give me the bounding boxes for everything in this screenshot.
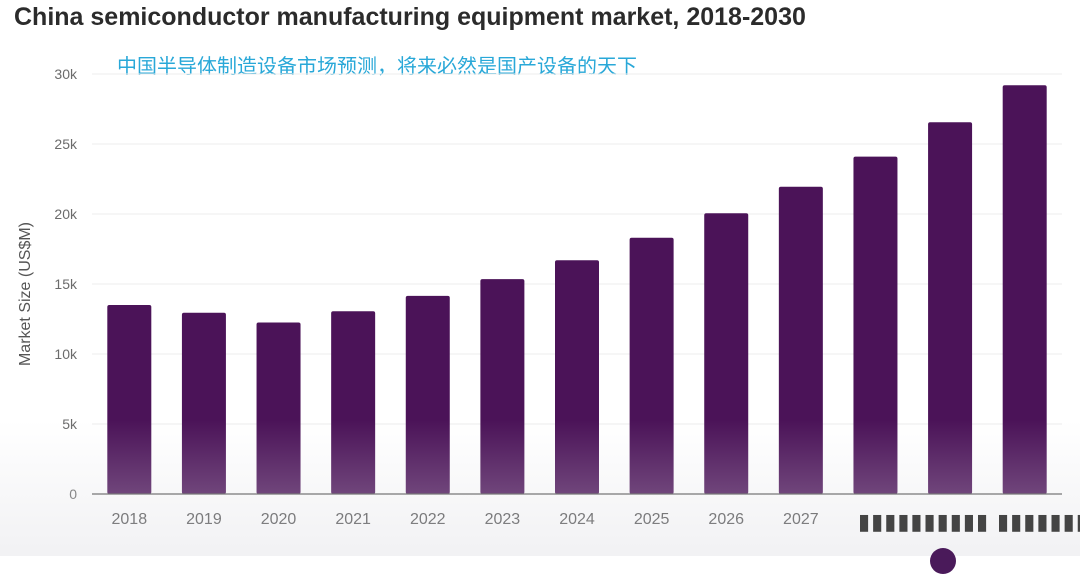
- bar-2022: [405, 295, 450, 494]
- y-tick-label: 0: [69, 486, 77, 502]
- x-tick-label: 2020: [261, 511, 297, 528]
- y-tick-label: 20k: [54, 206, 78, 222]
- bar-2028: [853, 156, 898, 494]
- bar-2024: [555, 260, 599, 494]
- x-tick-label: 2027: [783, 511, 819, 528]
- bar-2025: [629, 237, 674, 495]
- bar-2018: [107, 305, 152, 494]
- y-tick-label: 10k: [54, 346, 78, 362]
- y-tick-label: 5k: [62, 416, 78, 432]
- bar-2029: [928, 122, 973, 495]
- x-tick-label: 2024: [559, 511, 595, 528]
- y-tick-label: 30k: [54, 66, 78, 82]
- bar-2021: [331, 311, 376, 494]
- y-axis-ticks: 0 5k 10k 15k 20k 25k 30k: [54, 66, 78, 502]
- x-tick-label: 2021: [335, 511, 371, 528]
- y-axis-label: Market Size (US$M): [17, 222, 34, 366]
- y-tick-label: 15k: [54, 276, 78, 292]
- chart-title: China semiconductor manufacturing equipm…: [14, 3, 806, 31]
- bar-2026: [704, 213, 749, 495]
- bar-2023: [480, 279, 525, 494]
- avatar-icon: [930, 548, 956, 574]
- y-tick-label: 25k: [54, 136, 78, 152]
- x-tick-label: 2026: [708, 511, 744, 528]
- x-tick-label: 2025: [634, 511, 670, 528]
- bar-2020: [256, 322, 301, 494]
- player-controls-icon: ▮▮▮▮▮▮▮▮▮▮ ▮▮▮▮▮▮▮▮▮: [858, 510, 1080, 535]
- bars: [107, 85, 1047, 495]
- bar-2019: [181, 312, 226, 494]
- x-tick-label: 2023: [485, 511, 521, 528]
- chart-subtitle: 中国半导体制造设备市场预测，将来必然是国产设备的天下: [117, 56, 637, 78]
- x-tick-label: 2019: [186, 511, 222, 528]
- x-tick-label: 2022: [410, 511, 446, 528]
- bar-2030: [1002, 85, 1047, 494]
- x-tick-label: 2018: [112, 511, 148, 528]
- bar-2027: [778, 186, 823, 494]
- x-axis-ticks: 2018 2019 2020 2021 2022 2023 2024 2025 2026 2027: [112, 511, 819, 528]
